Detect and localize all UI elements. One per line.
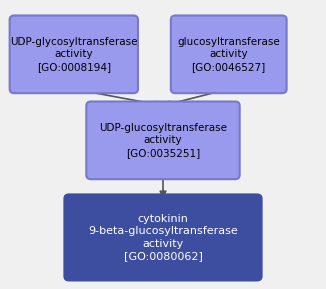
- Text: glucosyltransferase
activity
[GO:0046527]: glucosyltransferase activity [GO:0046527…: [177, 37, 280, 72]
- FancyBboxPatch shape: [86, 101, 240, 179]
- Text: UDP-glycosyltransferase
activity
[GO:0008194]: UDP-glycosyltransferase activity [GO:000…: [10, 37, 138, 72]
- FancyBboxPatch shape: [65, 194, 261, 280]
- FancyBboxPatch shape: [171, 16, 287, 93]
- FancyBboxPatch shape: [10, 16, 138, 93]
- Text: UDP-glucosyltransferase
activity
[GO:0035251]: UDP-glucosyltransferase activity [GO:003…: [99, 123, 227, 158]
- Text: cytokinin
9-beta-glucosyltransferase
activity
[GO:0080062]: cytokinin 9-beta-glucosyltransferase act…: [88, 214, 238, 261]
